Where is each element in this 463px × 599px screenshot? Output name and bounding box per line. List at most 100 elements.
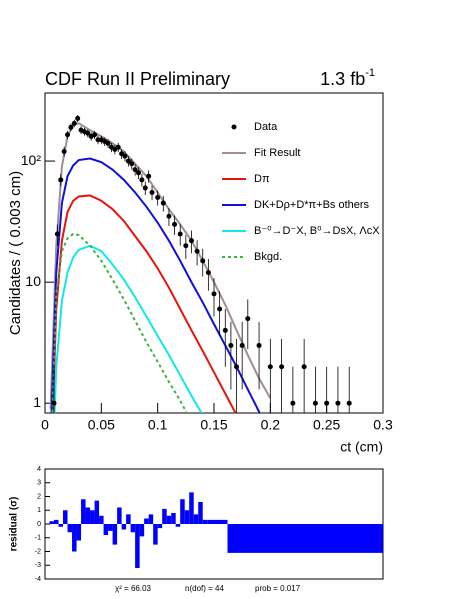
lumi-sup: -1 bbox=[365, 67, 375, 79]
fit-curve bbox=[51, 232, 188, 413]
residual-bar bbox=[162, 508, 167, 524]
y-tick-label: 0 bbox=[37, 521, 41, 528]
legend-label: Dπ bbox=[254, 173, 270, 185]
residual-bar bbox=[108, 524, 113, 531]
x-tick-label: 0 bbox=[41, 417, 49, 433]
data-point bbox=[234, 364, 240, 370]
data-point bbox=[301, 364, 307, 370]
x-tick-label: 0.1 bbox=[148, 417, 168, 433]
residual-bar bbox=[198, 502, 203, 524]
data-point bbox=[75, 115, 81, 121]
fit-stat: χ² = 66.03 bbox=[115, 584, 152, 593]
residual-bar bbox=[90, 510, 95, 524]
y-label: Candidates / ( 0.003 cm) bbox=[7, 171, 24, 335]
fit-curve bbox=[50, 157, 261, 413]
data-point bbox=[51, 400, 57, 406]
fit-stat: n(dof) = 44 bbox=[185, 584, 224, 593]
y-tick-label: 10 bbox=[25, 273, 41, 289]
data-point bbox=[256, 342, 262, 348]
y-tick-label: 2 bbox=[37, 493, 41, 500]
data-point bbox=[125, 158, 131, 164]
residual-bar bbox=[76, 524, 82, 541]
residual-bar bbox=[112, 524, 118, 545]
residual-bar bbox=[227, 524, 383, 553]
data-point bbox=[346, 400, 352, 406]
data-point bbox=[290, 400, 296, 406]
residual-bar bbox=[117, 507, 122, 524]
residual-bar bbox=[148, 514, 154, 524]
data-point bbox=[267, 364, 273, 370]
x-tick-label: 0.25 bbox=[313, 417, 340, 433]
legend-marker bbox=[231, 124, 237, 130]
data-point bbox=[183, 243, 189, 249]
y-tick-label: 1 bbox=[33, 394, 41, 410]
y-tick-label: -3 bbox=[35, 562, 41, 569]
data-point bbox=[139, 177, 145, 183]
data-point bbox=[149, 190, 155, 196]
data-point bbox=[132, 167, 138, 173]
data-point bbox=[61, 148, 67, 154]
data-point bbox=[172, 221, 178, 227]
legend-label: Bkgd. bbox=[254, 251, 282, 263]
lumi: 1.3 fb-1 bbox=[320, 67, 375, 89]
data-point bbox=[324, 400, 330, 406]
residual-bar bbox=[58, 524, 64, 527]
data-point bbox=[200, 258, 206, 264]
x-label: ct (cm) bbox=[340, 439, 383, 455]
x-tick-label: 0.15 bbox=[200, 417, 227, 433]
data-point bbox=[58, 177, 64, 183]
data-point bbox=[217, 306, 223, 312]
residual-bar bbox=[207, 519, 228, 524]
data-point bbox=[122, 153, 128, 159]
residual-bar bbox=[130, 524, 136, 533]
residual-bar bbox=[193, 514, 199, 524]
data-point bbox=[335, 400, 341, 406]
data-point bbox=[166, 213, 172, 219]
y-tick-label: -2 bbox=[35, 548, 41, 555]
residual-bar bbox=[135, 524, 140, 568]
data-point bbox=[222, 327, 228, 333]
data-point bbox=[142, 185, 148, 191]
fit-curve bbox=[53, 244, 203, 413]
data-point bbox=[188, 238, 194, 244]
legend-label: DK+Dρ+D*π+Bs others bbox=[254, 199, 370, 211]
data-point bbox=[177, 231, 183, 237]
data-point bbox=[92, 132, 98, 138]
y-tick-label: -1 bbox=[35, 535, 41, 542]
data-point bbox=[115, 144, 121, 150]
data-point bbox=[312, 400, 318, 406]
residual-bar bbox=[184, 510, 190, 524]
data-point bbox=[239, 342, 245, 348]
residual-bar bbox=[63, 510, 68, 524]
residual-bar bbox=[171, 513, 176, 524]
residual-y-label: residual (σ) bbox=[9, 497, 20, 552]
y-tick-label: 4 bbox=[37, 466, 41, 473]
data-point bbox=[65, 132, 71, 138]
residual-bar bbox=[121, 524, 127, 530]
data-point bbox=[228, 342, 234, 348]
fit-stat: prob = 0.017 bbox=[255, 584, 301, 593]
data-point bbox=[160, 200, 166, 206]
legend-label: B⁻⁰→D⁻X, B⁰→DsX, ΛcX bbox=[254, 225, 380, 237]
residual-bar bbox=[166, 515, 172, 524]
residual-bar bbox=[202, 519, 208, 524]
plot-area bbox=[49, 115, 352, 413]
data-point bbox=[194, 248, 200, 254]
y-tick-label: 10² bbox=[21, 152, 42, 168]
data-point bbox=[68, 124, 74, 130]
residual-bar bbox=[153, 524, 158, 545]
residual-bar bbox=[67, 524, 73, 533]
x-tick-label: 0.3 bbox=[373, 417, 393, 433]
residual-bar bbox=[175, 524, 181, 527]
residual-bar bbox=[189, 492, 194, 524]
data-point bbox=[211, 291, 217, 297]
residual-bar bbox=[139, 524, 145, 537]
lumi-text: 1.3 fb bbox=[320, 69, 365, 89]
y-tick-label: -4 bbox=[35, 576, 41, 583]
residual-bar bbox=[157, 524, 163, 529]
data-point bbox=[54, 231, 60, 237]
x-tick-label: 0.05 bbox=[88, 417, 115, 433]
y-tick-label: 1 bbox=[37, 507, 41, 514]
fit-curve bbox=[51, 194, 237, 413]
